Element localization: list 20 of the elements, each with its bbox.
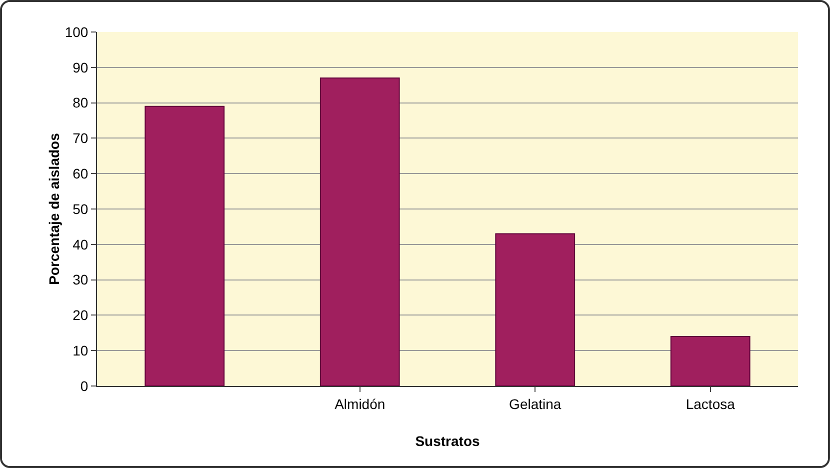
x-tick-label: Lactosa [686,396,736,412]
bar [495,233,576,386]
y-tick-label: 20 [72,307,88,324]
y-tick-label: 70 [72,130,88,146]
y-tick-label: 60 [72,166,88,182]
x-axis-title: Sustratos [415,433,480,450]
bar [320,78,400,386]
y-tick-label: 80 [72,94,88,111]
y-tick-label: 0 [80,378,88,394]
y-tick-label: 90 [72,59,88,76]
y-tick-label: 50 [72,200,88,217]
y-tick-label: 10 [72,342,88,358]
bar [144,106,225,386]
x-tick-label: Almidón [334,396,386,412]
y-tick-label: 100 [64,24,88,40]
y-tick-label: 40 [72,236,88,252]
x-tick-label: Gelatina [509,396,562,412]
y-axis-title: Porcentaje de aislados [46,132,62,285]
y-tick-label: 30 [72,272,88,288]
bar [670,336,750,386]
